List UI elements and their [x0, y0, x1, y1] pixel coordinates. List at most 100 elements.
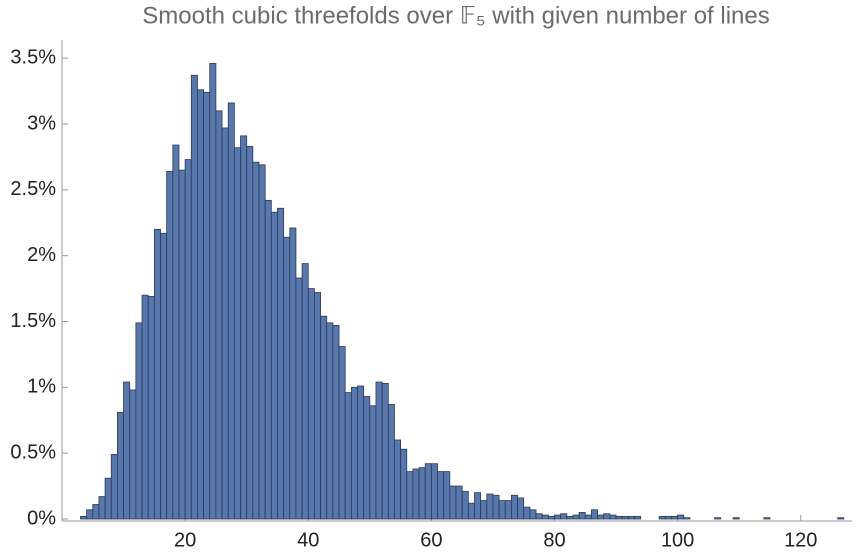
- x-tick-label: 40: [297, 529, 319, 551]
- bar: [178, 169, 186, 520]
- bar: [474, 492, 482, 520]
- bar: [461, 490, 469, 520]
- bar: [517, 497, 525, 520]
- bar: [394, 439, 401, 520]
- bar: [240, 135, 248, 520]
- bar: [523, 506, 531, 520]
- bar: [400, 448, 408, 520]
- bar: [258, 164, 266, 520]
- bar: [246, 145, 254, 520]
- bar: [449, 485, 457, 520]
- bar: [671, 515, 679, 520]
- bar: [621, 515, 629, 520]
- bar: [344, 392, 352, 520]
- bar: [153, 228, 161, 520]
- bar: [221, 127, 229, 520]
- bar: [455, 485, 463, 520]
- bar: [554, 514, 562, 520]
- bar: [658, 515, 666, 520]
- bar: [301, 263, 309, 520]
- bar: [160, 232, 168, 520]
- y-tick-label: 3.5%: [10, 46, 56, 68]
- bar: [375, 381, 383, 520]
- bar: [387, 404, 395, 520]
- bar: [615, 515, 623, 520]
- bar: [572, 514, 580, 520]
- bar: [566, 515, 574, 520]
- y-tick-label: 2%: [27, 244, 56, 266]
- bar: [511, 494, 518, 520]
- bar: [307, 288, 315, 520]
- x-tick-label: 100: [661, 529, 694, 551]
- bar: [141, 294, 149, 520]
- bar: [350, 386, 358, 520]
- bar: [369, 405, 377, 520]
- bar: [314, 292, 321, 520]
- bar: [634, 515, 642, 520]
- bar: [480, 500, 488, 520]
- bar: [227, 102, 235, 520]
- y-tick-label: 1%: [27, 376, 56, 398]
- chart-title: Smooth cubic threefolds over 𝔽₅ with giv…: [142, 2, 769, 29]
- bar: [203, 92, 211, 520]
- bar: [326, 322, 334, 520]
- bar: [209, 63, 217, 520]
- bar: [498, 500, 506, 520]
- bar: [172, 144, 180, 520]
- bar: [147, 296, 155, 520]
- bar: [837, 517, 845, 520]
- x-tick-label: 60: [420, 529, 442, 551]
- bar: [603, 513, 611, 520]
- bar: [406, 471, 414, 520]
- bar: [166, 170, 174, 520]
- bar: [547, 515, 555, 520]
- bar: [584, 514, 592, 520]
- bar: [381, 382, 389, 520]
- bar: [597, 514, 605, 520]
- bar: [190, 74, 198, 520]
- bar: [215, 110, 223, 520]
- bar: [504, 500, 512, 520]
- bar: [104, 477, 112, 520]
- bar: [541, 514, 549, 520]
- bar: [535, 513, 543, 520]
- bar: [578, 512, 586, 520]
- bar: [197, 89, 204, 520]
- bar: [98, 496, 106, 520]
- bar: [283, 236, 291, 520]
- bar: [92, 504, 100, 520]
- bar: [135, 322, 143, 520]
- bar: [357, 385, 365, 520]
- x-tick-label: 120: [784, 529, 817, 551]
- bar: [338, 346, 346, 520]
- y-tick-label: 2.5%: [10, 178, 56, 200]
- bar: [529, 509, 537, 520]
- bar: [129, 389, 137, 520]
- bar: [270, 211, 278, 520]
- bar: [763, 517, 771, 520]
- bar: [677, 514, 685, 520]
- bar: [560, 513, 568, 520]
- bar: [289, 227, 297, 520]
- x-tick-label: 80: [543, 529, 565, 551]
- bar: [80, 515, 88, 520]
- bar: [467, 502, 475, 520]
- bar: [609, 514, 617, 520]
- bar: [332, 325, 340, 520]
- bar: [277, 207, 285, 520]
- bar: [184, 159, 192, 520]
- bar: [492, 494, 500, 520]
- bar: [264, 199, 272, 520]
- bar: [683, 517, 691, 520]
- x-tick-label: 20: [174, 529, 196, 551]
- bar: [486, 493, 494, 520]
- bar: [591, 509, 598, 520]
- bar: [714, 517, 722, 520]
- bar: [233, 147, 241, 520]
- bar: [320, 315, 328, 520]
- bar: [424, 463, 432, 520]
- y-tick-label: 0%: [27, 507, 56, 529]
- bar: [412, 468, 420, 520]
- bar: [664, 515, 672, 520]
